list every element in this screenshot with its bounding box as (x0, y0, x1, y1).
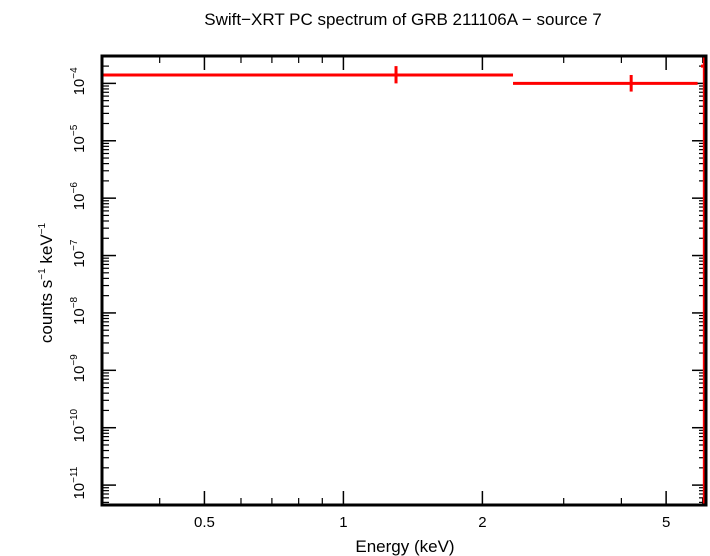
y-tick-label-base: 10 (71, 483, 88, 500)
chart-title: Swift−XRT PC spectrum of GRB 211106A − s… (204, 10, 602, 29)
y-tick-label: 10−9 (69, 354, 88, 383)
y-tick-label-exponent: −6 (69, 182, 80, 194)
y-axis-label-part-2: keV (37, 234, 56, 269)
y-tick-label: 10−10 (69, 408, 88, 442)
y-tick-label: 10−5 (69, 124, 88, 153)
y-tick-label-base: 10 (71, 79, 88, 96)
y-tick-label: 10−8 (69, 296, 88, 325)
y-tick-label: 10−7 (69, 239, 88, 268)
plot-frame (100, 54, 708, 507)
y-axis-label: counts s−1 keV−1 (37, 222, 56, 343)
y-tick-label-base: 10 (71, 308, 88, 325)
x-tick-label: 1 (339, 514, 347, 531)
y-tick-label-exponent: −4 (69, 67, 80, 79)
data-layer (102, 56, 706, 505)
y-tick-label-base: 10 (71, 251, 88, 268)
y-tick-label: 10−6 (69, 182, 88, 211)
y-tick-label-exponent: −11 (69, 466, 80, 483)
y-tick-label: 10−11 (69, 466, 88, 499)
x-tick-label: 0.5 (194, 514, 215, 531)
y-tick-label-base: 10 (71, 366, 88, 383)
x-tick-label: 2 (478, 514, 486, 531)
x-tick-label: 5 (662, 514, 670, 531)
y-axis-label-sup-1: −1 (37, 268, 48, 280)
y-tick-label-exponent: −7 (69, 239, 80, 251)
y-tick-label-base: 10 (71, 136, 88, 153)
y-tick-label-base: 10 (71, 426, 88, 443)
y-tick-label-exponent: −8 (69, 296, 80, 308)
y-tick-label-exponent: −10 (69, 408, 80, 425)
y-tick-label-exponent: −5 (69, 124, 80, 136)
x-axis-ticks: 0.5 1 2 5 (159, 56, 704, 531)
y-tick-label-base: 10 (71, 194, 88, 211)
y-axis-label-part-1: counts s (37, 280, 56, 343)
y-tick-label: 10−4 (69, 67, 88, 96)
y-tick-label-exponent: −9 (69, 354, 80, 366)
x-axis-label: Energy (keV) (355, 537, 454, 556)
y-axis-label-sup-2: −1 (37, 222, 48, 234)
